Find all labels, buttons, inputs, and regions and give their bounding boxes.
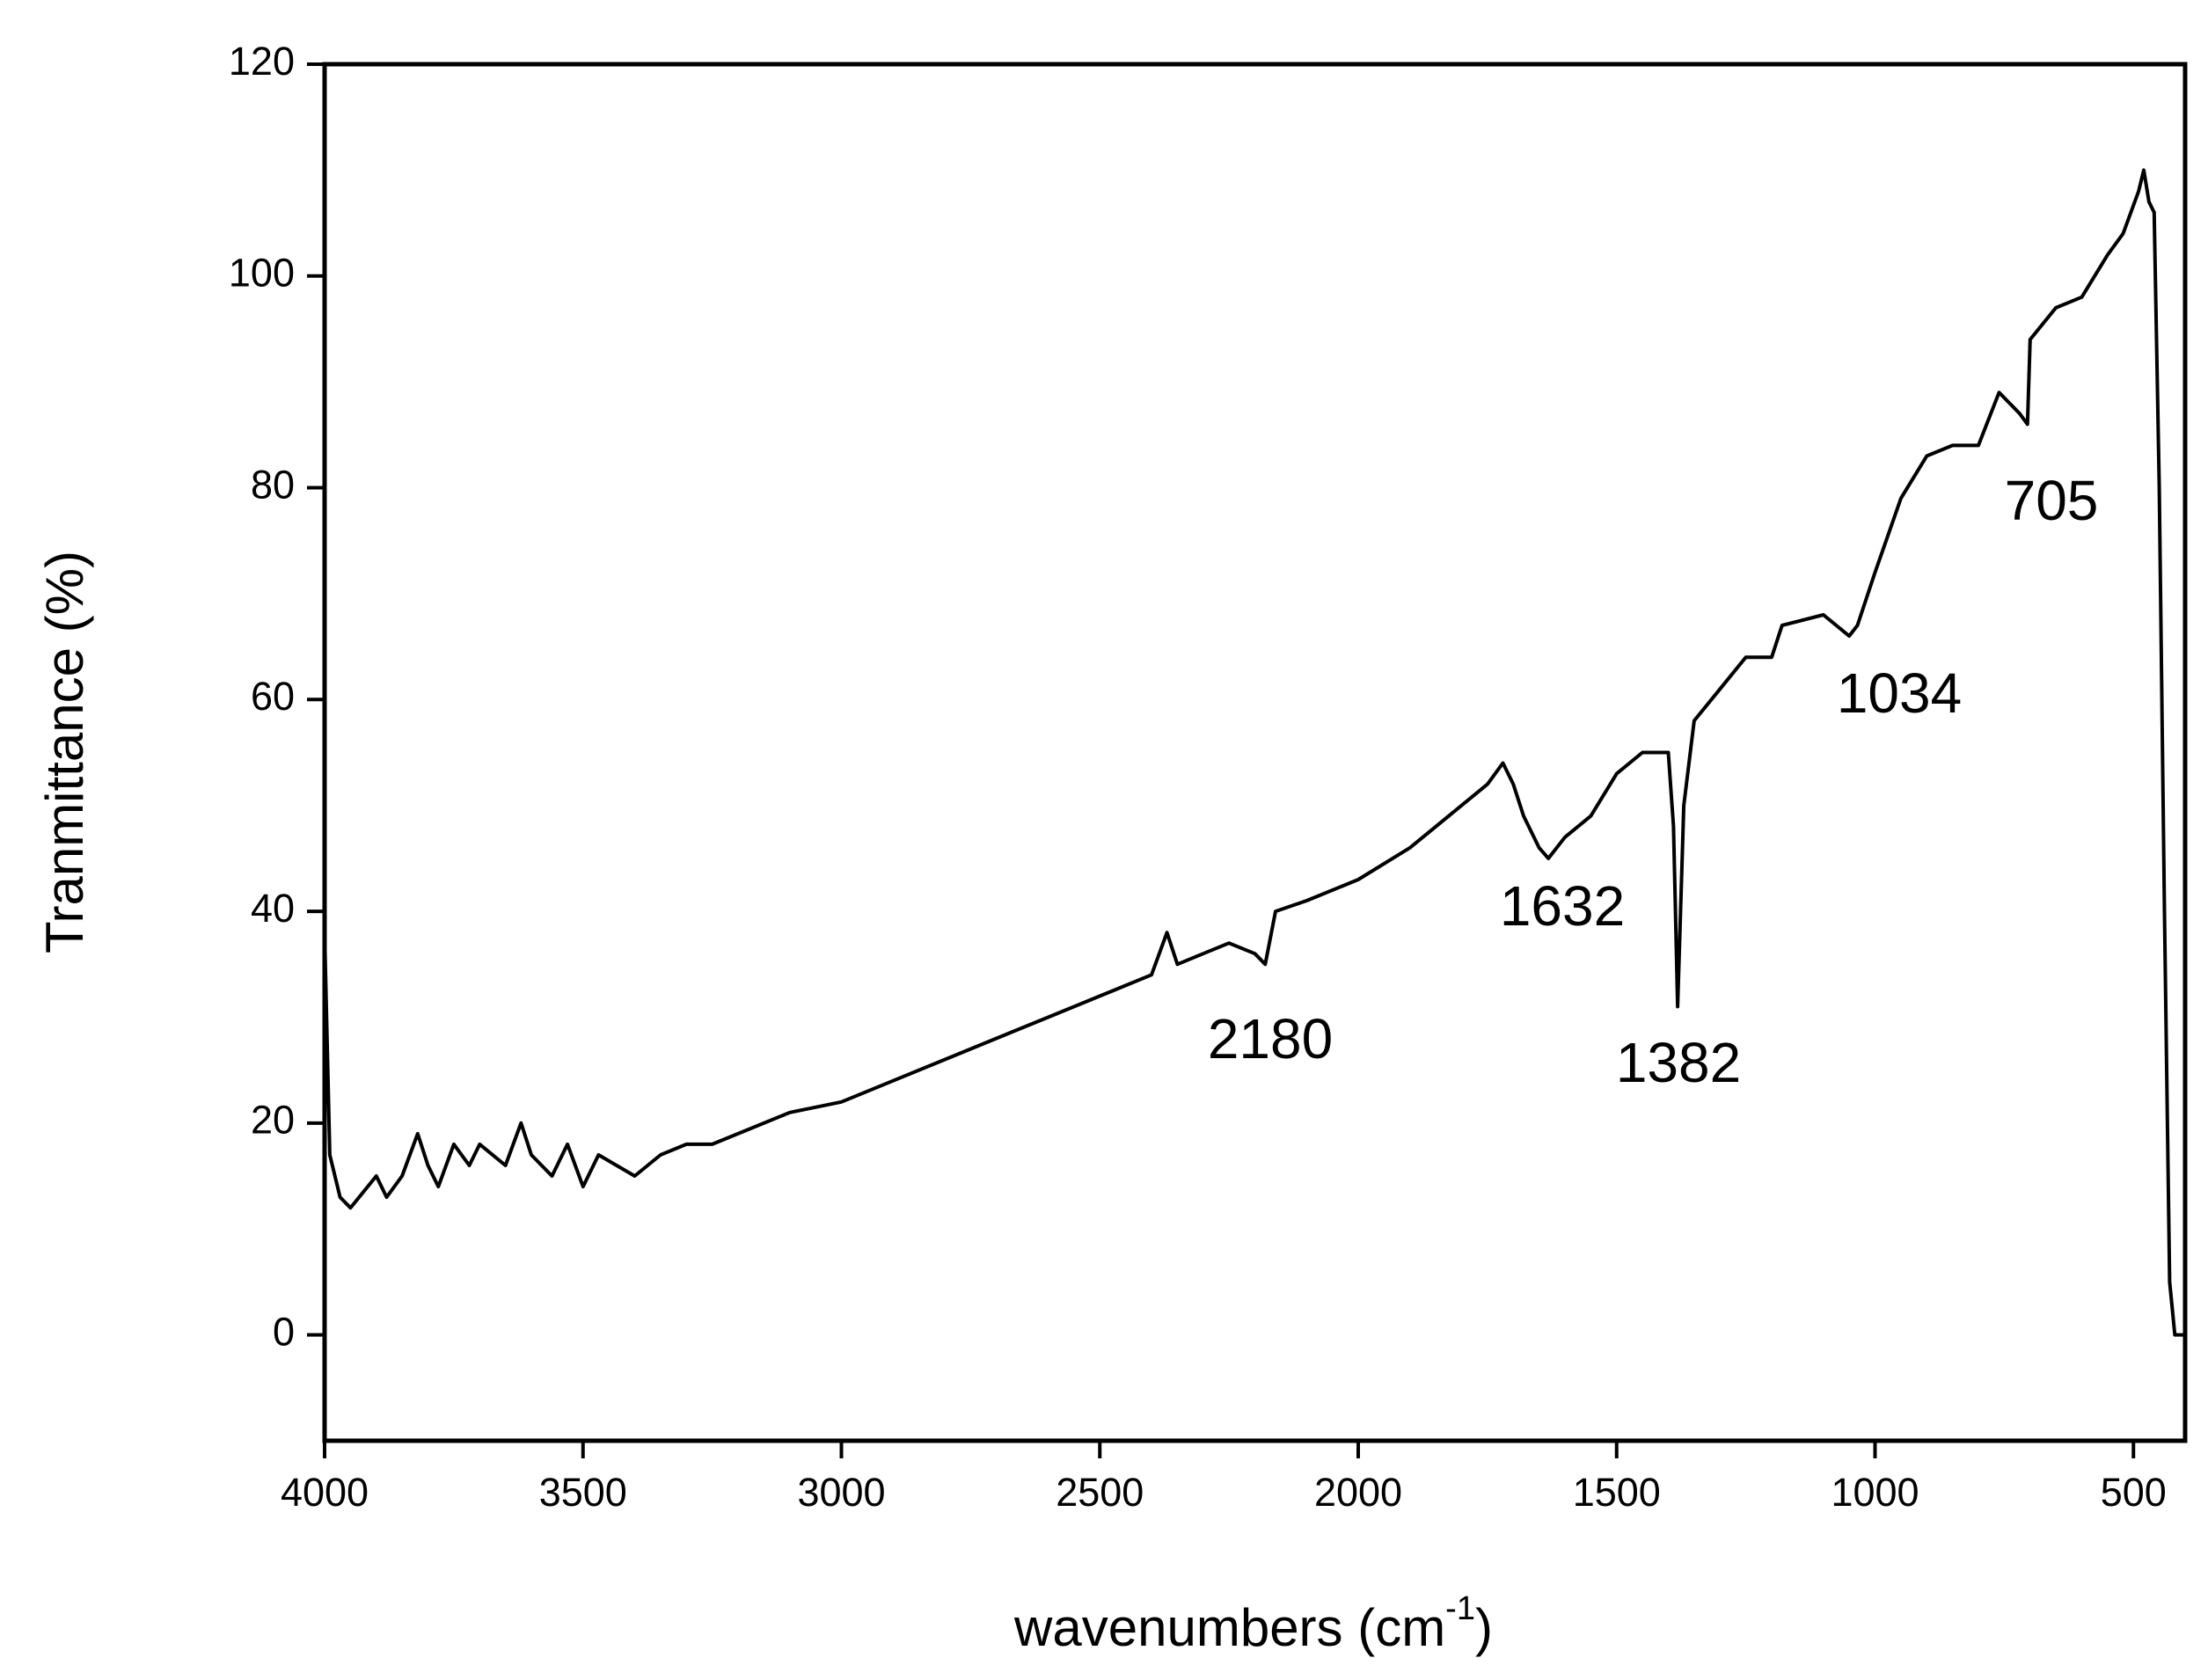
peak-annotation: 2180	[1208, 1007, 1333, 1070]
x-tick-label: 3500	[539, 1470, 627, 1515]
x-tick-label: 3000	[797, 1470, 885, 1515]
y-tick-label: 60	[251, 674, 295, 719]
x-tick-label: 500	[2101, 1470, 2167, 1515]
peak-annotation: 1034	[1837, 661, 1962, 725]
x-axis-label-main: wavenumbers (cm	[1013, 1598, 1445, 1657]
x-axis-label-suffix: )	[1475, 1598, 1493, 1657]
x-tick-label: 2000	[1314, 1470, 1402, 1515]
y-tick-label: 100	[229, 251, 295, 296]
x-axis-label: wavenumbers (cm-1)	[1013, 1590, 1493, 1657]
peak-annotation: 1632	[1500, 874, 1625, 938]
x-axis-label-superscript: -1	[1445, 1590, 1475, 1627]
y-tick-label: 20	[251, 1098, 295, 1143]
x-tick-label: 4000	[281, 1470, 369, 1515]
y-tick-label: 120	[229, 39, 295, 84]
y-axis-label: Tranmittance (%)	[35, 551, 94, 953]
spectrum-line	[323, 168, 2185, 1337]
y-tick-label: 80	[251, 462, 295, 507]
plot-frame	[322, 62, 2188, 1443]
peak-annotation: 1382	[1616, 1031, 1741, 1094]
x-tick-label: 1500	[1573, 1470, 1661, 1515]
y-tick-label: 0	[273, 1310, 295, 1355]
x-tick-label: 1000	[1831, 1470, 1919, 1515]
x-tick-label: 2500	[1056, 1470, 1144, 1515]
y-tick-label: 40	[251, 886, 295, 931]
peak-annotation: 705	[2005, 469, 2099, 532]
